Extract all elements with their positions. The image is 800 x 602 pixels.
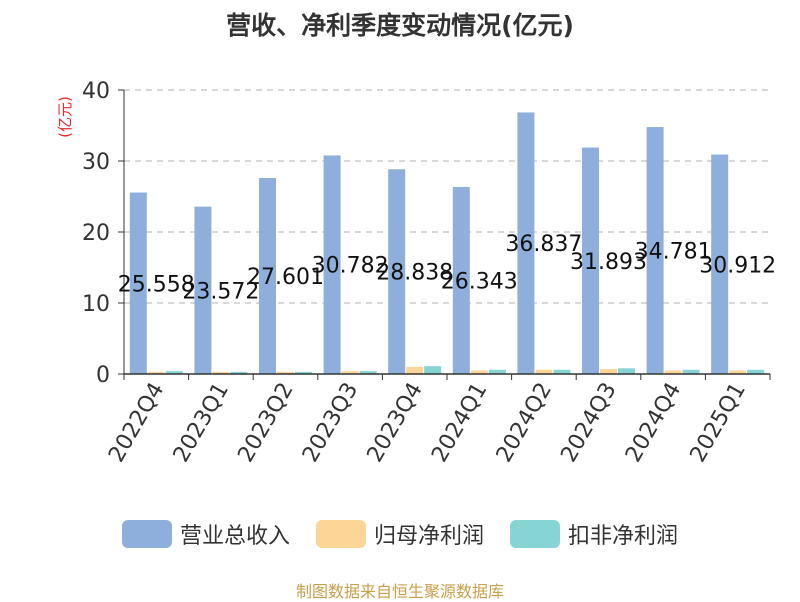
- bar: [582, 147, 599, 374]
- data-label: 34.781: [635, 240, 712, 265]
- bar: [147, 371, 165, 374]
- x-tick-label: 2023Q1: [169, 379, 234, 467]
- data-label: 27.601: [247, 265, 324, 290]
- bar: [259, 178, 276, 374]
- legend-item-deducted-net-profit[interactable]: 扣非净利润: [510, 518, 678, 550]
- legend-label-deducted-net-profit: 扣非净利润: [568, 524, 679, 549]
- chart-title: 营收、净利季度变动情况(亿元): [226, 11, 574, 40]
- bar: [488, 369, 506, 374]
- bar: [406, 366, 424, 374]
- y-tick-label: 10: [82, 292, 110, 317]
- legend-swatch-revenue: [121, 520, 172, 548]
- x-tick-label: 2023Q4: [363, 379, 428, 467]
- bar: [747, 369, 765, 374]
- bar: [682, 369, 700, 374]
- bar: [230, 371, 248, 374]
- data-label: 36.837: [505, 232, 582, 257]
- y-tick-label: 0: [96, 363, 110, 388]
- bar: [452, 186, 470, 374]
- y-tick-label: 30: [82, 150, 110, 175]
- bar: [212, 371, 230, 374]
- bar: [359, 371, 377, 374]
- data-label: 30.782: [312, 254, 389, 279]
- legend: 营业总收入 归母净利润 扣非净利润: [0, 518, 800, 550]
- y-axis-label: (亿元): [56, 96, 74, 138]
- legend-item-revenue[interactable]: 营业总收入: [121, 518, 290, 550]
- data-label: 28.838: [376, 261, 453, 286]
- data-label: 30.912: [699, 253, 776, 278]
- bar: [664, 370, 682, 374]
- bar: [618, 368, 635, 374]
- bar: [424, 366, 442, 374]
- bar: [470, 370, 488, 374]
- bar: [553, 369, 571, 374]
- bar: [277, 371, 294, 374]
- legend-swatch-net-profit: [315, 520, 366, 548]
- bar: [729, 370, 747, 374]
- bar: [165, 371, 183, 374]
- bar: [517, 112, 535, 374]
- bar: [388, 169, 406, 374]
- gridlines: [124, 89, 770, 304]
- bar: [711, 154, 729, 374]
- bar: [600, 369, 617, 374]
- legend-item-net-profit[interactable]: 归母净利润: [315, 518, 484, 550]
- x-tick-label: 2025Q1: [686, 379, 751, 467]
- y-tick-label: 20: [82, 221, 110, 246]
- bar: [194, 206, 212, 374]
- data-label: 25.558: [118, 272, 195, 297]
- bars: [129, 112, 765, 374]
- x-tick-label: 2024Q2: [492, 379, 557, 467]
- legend-swatch-deducted-net-profit: [510, 520, 560, 548]
- legend-label-net-profit: 归母净利润: [373, 524, 484, 549]
- source-note: 制图数据来自恒生聚源数据库: [295, 582, 504, 601]
- x-tick-label: 2023Q3: [298, 379, 363, 467]
- bar: [646, 127, 664, 374]
- bar: [129, 192, 147, 374]
- bar: [323, 155, 341, 374]
- data-label: 31.893: [570, 250, 647, 275]
- x-tick-label: 2024Q1: [427, 379, 492, 467]
- data-label: 23.572: [182, 279, 259, 304]
- data-label: 26.343: [441, 269, 518, 294]
- x-tick-label: 2023Q2: [233, 379, 298, 467]
- bar: [295, 371, 312, 374]
- x-tick-label: 2024Q3: [556, 379, 621, 467]
- x-tick-label: 2024Q4: [621, 379, 686, 467]
- bar: [341, 371, 359, 374]
- x-tick-label: 2022Q4: [104, 379, 169, 467]
- legend-label-revenue: 营业总收入: [179, 524, 290, 549]
- y-tick-label: 40: [82, 79, 110, 104]
- bar: [535, 369, 553, 374]
